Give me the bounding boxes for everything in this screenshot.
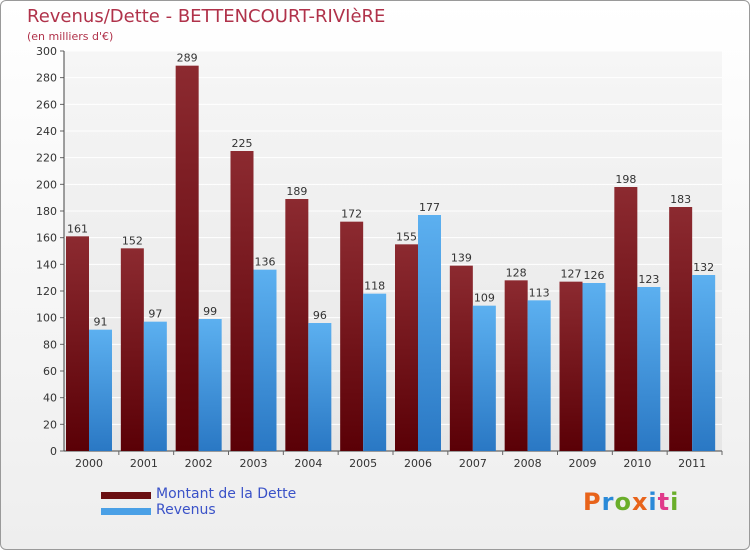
logo-letter: P <box>583 488 602 516</box>
y-tick-label: 0 <box>50 445 57 458</box>
y-tick-label: 200 <box>36 178 57 191</box>
bar-revenus <box>418 215 441 451</box>
logo-letter: o <box>614 488 632 516</box>
bar-dette <box>669 207 693 451</box>
logo-letter: t <box>657 488 671 516</box>
bar-dette <box>395 244 418 451</box>
data-label: 155 <box>396 230 417 243</box>
data-label: 118 <box>364 280 385 293</box>
y-tick-label: 180 <box>36 205 57 218</box>
x-tick-label: 2008 <box>514 457 542 470</box>
data-label: 189 <box>286 185 307 198</box>
y-tick-label: 20 <box>43 418 57 431</box>
y-tick-label: 80 <box>43 338 57 351</box>
data-label: 126 <box>584 269 605 282</box>
bar-revenus <box>527 300 551 451</box>
bar-revenus <box>692 275 716 451</box>
bar-revenus <box>143 321 167 451</box>
x-tick-label: 2004 <box>294 457 322 470</box>
logo-letter: r <box>601 488 615 516</box>
bar-dette <box>175 65 199 452</box>
data-label: 136 <box>255 256 276 269</box>
y-tick-label: 160 <box>36 232 57 245</box>
bar-dette <box>614 187 638 451</box>
x-tick-label: 2001 <box>130 457 158 470</box>
data-label: 198 <box>615 173 636 186</box>
bar-revenus <box>308 323 332 451</box>
data-label: 152 <box>122 234 143 247</box>
data-label: 96 <box>313 309 327 322</box>
y-tick-label: 300 <box>36 45 57 58</box>
logo-letter: i <box>648 488 658 516</box>
bar-dette <box>340 221 364 451</box>
data-label: 139 <box>451 252 472 265</box>
data-label: 128 <box>506 266 527 279</box>
data-label: 177 <box>419 201 440 214</box>
data-label: 123 <box>638 273 659 286</box>
plot-area <box>64 51 722 451</box>
legend-label-revenus: Revenus <box>156 502 216 518</box>
legend-swatch-revenus <box>101 508 151 515</box>
x-tick-label: 2009 <box>569 457 597 470</box>
x-tick-label: 2000 <box>75 457 103 470</box>
data-label: 109 <box>474 292 495 305</box>
data-label: 99 <box>203 305 217 318</box>
data-label: 172 <box>341 208 362 221</box>
bar-dette <box>449 265 473 451</box>
data-label: 161 <box>67 222 88 235</box>
bar-dette <box>120 248 144 451</box>
x-tick-label: 2010 <box>623 457 651 470</box>
y-tick-label: 140 <box>36 258 57 271</box>
x-tick-label: 2003 <box>240 457 268 470</box>
y-tick-label: 240 <box>36 125 57 138</box>
data-label: 289 <box>177 52 198 65</box>
bar-revenus <box>198 319 222 451</box>
x-tick-label: 2007 <box>459 457 487 470</box>
legend-label-dette: Montant de la Dette <box>156 486 297 502</box>
y-tick-label: 60 <box>43 365 57 378</box>
logo-letter: i <box>670 488 680 516</box>
y-tick-label: 280 <box>36 72 57 85</box>
bar-dette <box>230 151 254 451</box>
proxiti-logo: Proxiti <box>583 488 679 516</box>
chart-subtitle: (en milliers d'€) <box>27 30 114 43</box>
x-tick-label: 2002 <box>185 457 213 470</box>
data-label: 132 <box>693 261 714 274</box>
data-label: 127 <box>561 268 582 281</box>
data-label: 97 <box>148 308 162 321</box>
data-label: 91 <box>94 316 108 329</box>
data-label: 113 <box>529 286 550 299</box>
y-tick-label: 260 <box>36 98 57 111</box>
legend-swatch-dette <box>101 492 151 499</box>
bar-dette <box>66 236 89 451</box>
bar-revenus <box>582 283 606 451</box>
data-label: 225 <box>232 137 253 150</box>
bar-revenus <box>89 329 112 451</box>
logo-letter: x <box>631 488 649 516</box>
bar-revenus <box>363 293 387 451</box>
bar-dette <box>504 280 528 451</box>
bar-revenus <box>253 269 277 451</box>
x-tick-label: 2005 <box>349 457 377 470</box>
x-tick-label: 2006 <box>404 457 432 470</box>
y-tick-label: 100 <box>36 312 57 325</box>
y-tick-label: 40 <box>43 392 57 405</box>
bar-revenus <box>637 287 661 451</box>
bar-dette <box>559 281 583 451</box>
chart-title: Revenus/Dette - BETTENCOURT-RIVIèRE <box>27 6 386 27</box>
bar-dette <box>285 199 309 451</box>
y-tick-label: 120 <box>36 285 57 298</box>
bar-revenus <box>472 305 496 451</box>
x-tick-label: 2011 <box>678 457 706 470</box>
y-tick-label: 220 <box>36 152 57 165</box>
data-label: 183 <box>670 193 691 206</box>
